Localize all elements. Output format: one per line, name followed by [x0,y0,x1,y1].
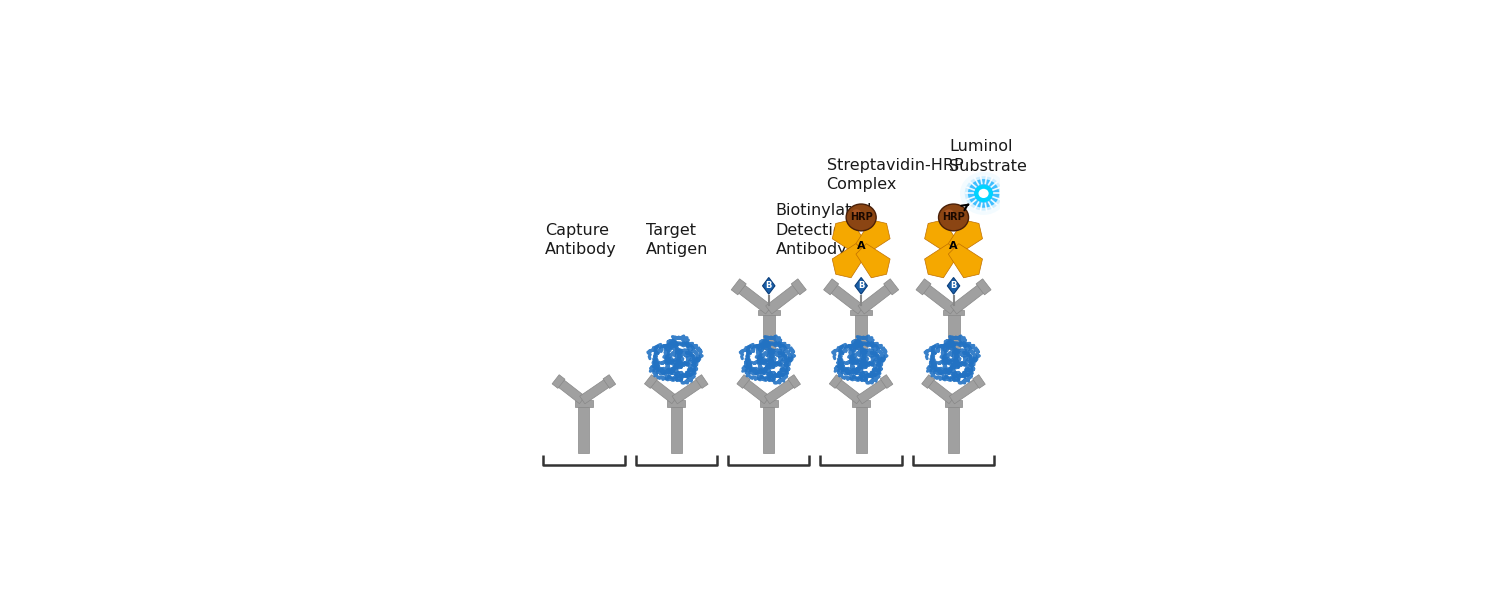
Ellipse shape [846,204,876,231]
Ellipse shape [978,189,988,198]
Polygon shape [884,279,898,295]
Polygon shape [946,241,962,256]
Polygon shape [951,283,987,314]
Polygon shape [764,407,774,453]
Polygon shape [765,283,802,314]
Polygon shape [603,374,615,388]
Polygon shape [852,400,870,407]
Polygon shape [856,378,889,404]
Polygon shape [762,310,776,349]
Ellipse shape [945,209,954,216]
Ellipse shape [964,176,1002,211]
Polygon shape [853,241,868,256]
Polygon shape [824,279,839,295]
Polygon shape [792,279,807,295]
Polygon shape [924,220,958,254]
Polygon shape [942,310,964,314]
Text: B: B [765,281,772,290]
Polygon shape [730,279,746,295]
Polygon shape [948,220,982,254]
Polygon shape [921,283,957,314]
Polygon shape [926,378,954,404]
Polygon shape [850,310,871,314]
Ellipse shape [852,209,861,216]
Polygon shape [948,407,958,453]
Polygon shape [948,310,960,349]
Polygon shape [668,400,686,407]
Polygon shape [788,374,801,388]
Polygon shape [574,400,592,407]
Text: HRP: HRP [942,212,964,223]
Polygon shape [760,400,777,407]
Polygon shape [921,375,934,388]
Polygon shape [830,375,842,388]
Polygon shape [976,279,992,295]
Text: B: B [858,281,864,290]
Polygon shape [648,378,678,404]
Text: Streptavidin-HRP
Complex: Streptavidin-HRP Complex [827,158,963,192]
Polygon shape [736,375,750,388]
Text: B: B [951,281,957,290]
Polygon shape [828,283,864,314]
Text: A: A [950,241,958,251]
Ellipse shape [939,204,969,231]
Polygon shape [916,279,932,295]
Polygon shape [833,378,862,404]
Polygon shape [858,283,894,314]
Polygon shape [672,378,705,404]
Ellipse shape [968,179,999,208]
Polygon shape [645,375,657,388]
Text: Biotinylated
Detection
Antibody: Biotinylated Detection Antibody [776,203,871,257]
Text: Capture
Antibody: Capture Antibody [544,223,616,257]
Polygon shape [758,310,780,314]
Polygon shape [855,310,867,349]
Ellipse shape [960,172,1006,215]
Polygon shape [579,407,590,453]
Polygon shape [856,244,889,278]
Polygon shape [735,283,772,314]
Polygon shape [833,244,867,278]
Text: HRP: HRP [850,212,873,223]
Polygon shape [948,244,982,278]
Polygon shape [855,277,867,294]
Polygon shape [579,378,612,404]
Polygon shape [765,378,796,404]
Polygon shape [972,374,986,388]
Polygon shape [856,220,889,254]
Polygon shape [741,378,770,404]
Ellipse shape [974,185,993,202]
Polygon shape [555,378,585,404]
Polygon shape [670,407,682,453]
Polygon shape [880,374,892,388]
Text: A: A [856,241,865,251]
Polygon shape [924,244,958,278]
Polygon shape [833,220,867,254]
Text: Target
Antigen: Target Antigen [646,223,708,257]
Polygon shape [696,374,708,388]
Text: Luminol
Substrate: Luminol Substrate [950,139,1028,173]
Polygon shape [762,277,776,294]
Polygon shape [945,400,963,407]
Polygon shape [855,407,867,453]
Polygon shape [950,378,981,404]
Polygon shape [948,277,960,294]
Polygon shape [552,375,566,388]
